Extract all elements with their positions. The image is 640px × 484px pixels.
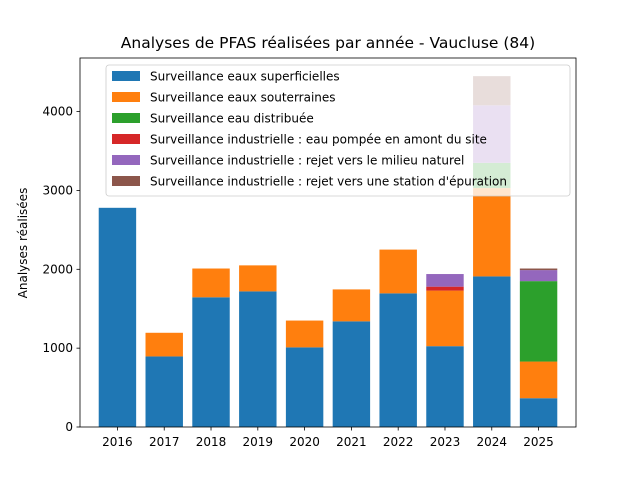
x-tick-label-2016: 2016 <box>102 435 133 449</box>
y-tick-label-2000: 2000 <box>42 262 73 276</box>
legend-label-3: Surveillance industrielle : eau pompée e… <box>150 133 487 147</box>
bar-2025-series-1 <box>519 361 558 399</box>
bar-2023-series-4 <box>426 274 464 287</box>
bar-2017-series-0 <box>145 356 183 427</box>
legend-label-2: Surveillance eau distribuée <box>150 112 314 126</box>
bar-2022-series-1 <box>379 249 417 294</box>
bar-2018-series-0 <box>192 297 230 427</box>
legend-label-4: Surveillance industrielle : rejet vers l… <box>150 154 464 168</box>
y-tick-label-1000: 1000 <box>42 341 73 355</box>
axes-layer: 0 1000 2000 3000 4000 2016 2017 2018 2019 2020 202… <box>42 57 577 449</box>
bar-2019-series-0 <box>239 291 277 427</box>
legend-swatch-5 <box>112 176 140 186</box>
x-tick-label-2019: 2019 <box>243 435 274 449</box>
bar-2022-series-0 <box>379 293 417 427</box>
legend-swatch-2 <box>112 113 140 123</box>
legend-box <box>105 64 571 197</box>
y-axis-label: Analyses réalisées <box>16 188 30 299</box>
bar-2021-series-0 <box>332 321 371 427</box>
bar-2021-series-1 <box>332 289 371 322</box>
bar-2019-series-1 <box>239 265 277 292</box>
x-tick-label-2023: 2023 <box>430 435 461 449</box>
bar-2016-series-0 <box>98 207 137 427</box>
bar-2024-series-0 <box>473 276 511 427</box>
bar-2025-series-0 <box>519 398 558 427</box>
x-tick-label-2025: 2025 <box>523 435 554 449</box>
legend-label-1: Surveillance eaux souterraines <box>150 91 336 105</box>
bar-2020-series-0 <box>285 347 324 427</box>
x-tick-label-2020: 2020 <box>289 435 320 449</box>
y-tick-label-4000: 4000 <box>42 105 73 119</box>
bar-2024-series-1 <box>473 188 511 277</box>
y-tick-label-0: 0 <box>65 420 73 434</box>
x-tick-label-2022: 2022 <box>383 435 414 449</box>
x-tick-label-2024: 2024 <box>477 435 508 449</box>
legend-label-0: Surveillance eaux superficielles <box>150 70 340 84</box>
bar-2023-series-1 <box>426 290 464 347</box>
bar-2020-series-1 <box>285 320 324 348</box>
plot-frame <box>79 57 577 428</box>
bar-2025-series-5 <box>519 268 558 271</box>
bar-2025-series-2 <box>519 281 558 362</box>
legend: Surveillance eaux superficielles Surveill… <box>105 64 571 197</box>
x-tick-label-2018: 2018 <box>196 435 227 449</box>
y-tick-label-3000: 3000 <box>42 183 73 197</box>
x-tick-label-2017: 2017 <box>149 435 180 449</box>
legend-label-5: Surveillance industrielle : rejet vers u… <box>150 175 507 189</box>
bar-2018-series-1 <box>192 268 230 298</box>
chart-title: Analyses de PFAS réalisées par année - V… <box>121 34 535 52</box>
bar-2023-series-3 <box>426 286 464 291</box>
legend-swatch-4 <box>112 155 140 165</box>
bar-2017-series-1 <box>145 332 183 357</box>
legend-swatch-3 <box>112 134 140 144</box>
bar-2023-series-0 <box>426 346 464 427</box>
legend-swatch-0 <box>112 71 140 81</box>
bar-2025-series-4 <box>519 270 558 282</box>
legend-swatch-1 <box>112 92 140 102</box>
x-tick-label-2021: 2021 <box>336 435 367 449</box>
